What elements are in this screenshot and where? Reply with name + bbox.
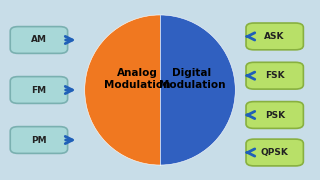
Polygon shape — [160, 15, 235, 165]
FancyBboxPatch shape — [10, 127, 68, 153]
Text: PSK: PSK — [265, 111, 285, 120]
Text: PM: PM — [31, 136, 47, 145]
FancyBboxPatch shape — [246, 102, 303, 128]
Text: Digital
Modulation: Digital Modulation — [159, 68, 225, 90]
Text: AM: AM — [31, 35, 47, 44]
FancyBboxPatch shape — [10, 27, 68, 53]
Text: FSK: FSK — [265, 71, 284, 80]
FancyBboxPatch shape — [10, 77, 68, 103]
FancyBboxPatch shape — [246, 139, 303, 166]
FancyBboxPatch shape — [246, 62, 303, 89]
FancyBboxPatch shape — [246, 23, 303, 50]
Text: FM: FM — [31, 86, 46, 94]
Text: QPSK: QPSK — [261, 148, 289, 157]
Text: ASK: ASK — [264, 32, 285, 41]
Text: Analog
Modulation: Analog Modulation — [104, 68, 171, 90]
Polygon shape — [85, 15, 160, 165]
